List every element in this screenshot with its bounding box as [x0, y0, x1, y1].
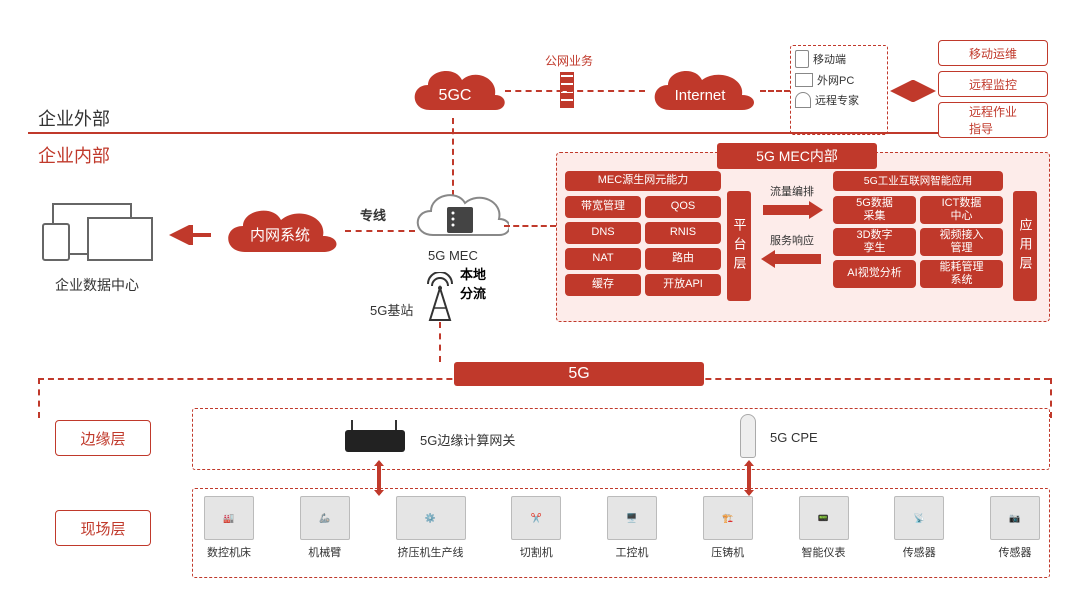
v-dash-left [38, 378, 40, 418]
terminal-mobile: 移动端 [813, 51, 846, 67]
equipment-row: 🏭 数控机床 🦾 机械臂 ⚙️ 挤压机生产线 ✂️ 切割机 🖥️ 工控机 🏗️ 压铸机 📟 智… [204, 496, 1040, 560]
app-layer: 应用层 [1013, 191, 1037, 301]
equip-1: 机械臂 [300, 544, 350, 560]
expert-icon [795, 92, 811, 108]
field-layer-label: 现场层 [55, 510, 151, 546]
equip-5: 压铸机 [703, 544, 753, 560]
v-dash-bs-5g [439, 322, 441, 362]
equip-diecast-icon: 🏗️ [703, 496, 753, 540]
public-biz-label: 公网业务 [545, 52, 593, 69]
mec-video: 视频接入 管理 [920, 228, 1003, 256]
cloud-mec-icon [405, 185, 509, 250]
platform-layer: 平台层 [727, 191, 751, 301]
mec-nat: NAT [565, 248, 641, 270]
equip-3: 切割机 [511, 544, 561, 560]
equip-sensor1-icon: 📡 [894, 496, 944, 540]
terminal-expert: 远程专家 [815, 92, 859, 108]
right-apps-group: 移动运维 远程监控 远程作业 指导 [938, 40, 1048, 138]
equip-cnc-icon: 🏭 [204, 496, 254, 540]
equip-6: 智能仪表 [799, 544, 849, 560]
mec-qos: QOS [645, 196, 721, 218]
double-arrow-right-icon [890, 80, 936, 102]
arrow-intranet-dc [165, 225, 215, 245]
arrow-left-icon [757, 248, 827, 270]
mec-ict: ICT数据 中心 [920, 196, 1003, 224]
equip-8: 传感器 [990, 544, 1040, 560]
mec-route: 路由 [645, 248, 721, 270]
dedicated-label: 专线 [360, 205, 386, 224]
cloud-5gc-icon: 5GC [400, 60, 510, 122]
basestation-label: 5G基站 [370, 300, 413, 319]
external-underline [28, 132, 1048, 134]
datacenter-devices-icon [42, 195, 162, 265]
equip-4: 工控机 [607, 544, 657, 560]
pc-icon [795, 73, 813, 87]
mec-rnis: RNIS [645, 222, 721, 244]
app-remote-monitor: 远程监控 [938, 71, 1048, 97]
edge-layer-label: 边缘层 [55, 420, 151, 456]
dash-mec-box [504, 225, 556, 227]
mec-left-header: MEC源生网元能力 [565, 171, 721, 191]
edge-layer-box [192, 408, 1050, 470]
app-mobile-ops: 移动运维 [938, 40, 1048, 66]
equip-7: 传感器 [894, 544, 944, 560]
gateway-label: 5G边缘计算网关 [420, 430, 515, 449]
equip-sensor2-icon: 📷 [990, 496, 1040, 540]
mec-internal-box: 5G MEC内部 MEC源生网元能力 带宽管理 QOS DNS RNIS NAT… [556, 152, 1050, 322]
equip-0: 数控机床 [204, 544, 254, 560]
mec-cache: 缓存 [565, 274, 641, 296]
arrow-right-icon [757, 199, 827, 221]
terminal-pc: 外网PC [817, 72, 854, 88]
terminals-box: 移动端 外网PC 远程专家 [790, 45, 888, 135]
mec-label: 5G MEC [428, 248, 478, 263]
cloud-intranet-icon: 内网系统 [215, 200, 345, 266]
equip-meter-icon: 📟 [799, 496, 849, 540]
datacenter-label: 企业数据中心 [55, 275, 139, 295]
svg-text:内网系统: 内网系统 [250, 227, 310, 244]
mec-bw: 带宽管理 [565, 196, 641, 218]
equip-ipc-icon: 🖥️ [607, 496, 657, 540]
mec-title: 5G MEC内部 [717, 143, 877, 169]
traffic-label: 流量编排 [757, 183, 827, 199]
service-label: 服务响应 [757, 232, 827, 248]
mec-ai: AI视觉分析 [833, 260, 916, 288]
mec-api: 开放API [645, 274, 721, 296]
equip-cut-icon: ✂️ [511, 496, 561, 540]
mec-3d: 3D数字 孪生 [833, 228, 916, 256]
router-icon [345, 420, 405, 452]
svg-text:Internet: Internet [675, 87, 727, 104]
mec-right-header: 5G工业互联网智能应用 [833, 171, 1003, 191]
cloud-internet-icon: Internet [640, 60, 760, 122]
v-dash-right [1050, 378, 1052, 418]
mec-5gdata: 5G数据 采集 [833, 196, 916, 224]
app-remote-guide: 远程作业 指导 [938, 102, 1048, 138]
dashed-5gc-internet [505, 90, 645, 92]
five-g-bar: 5G [454, 362, 704, 386]
svg-text:5GC: 5GC [439, 87, 472, 104]
local-offload-label: 本地 分流 [460, 264, 486, 302]
equip-extrude-icon: ⚙️ [396, 496, 466, 540]
line-internet-terminals [760, 90, 790, 92]
antenna-icon [420, 272, 460, 324]
section-internal: 企业内部 [38, 142, 110, 168]
cpe-icon [740, 414, 756, 458]
equip-2: 挤压机生产线 [396, 544, 466, 560]
section-external: 企业外部 [38, 105, 110, 131]
mobile-icon [795, 50, 809, 68]
mec-energy: 能耗管理 系统 [920, 260, 1003, 288]
cpe-label: 5G CPE [770, 430, 818, 445]
mec-dns: DNS [565, 222, 641, 244]
equip-arm-icon: 🦾 [300, 496, 350, 540]
